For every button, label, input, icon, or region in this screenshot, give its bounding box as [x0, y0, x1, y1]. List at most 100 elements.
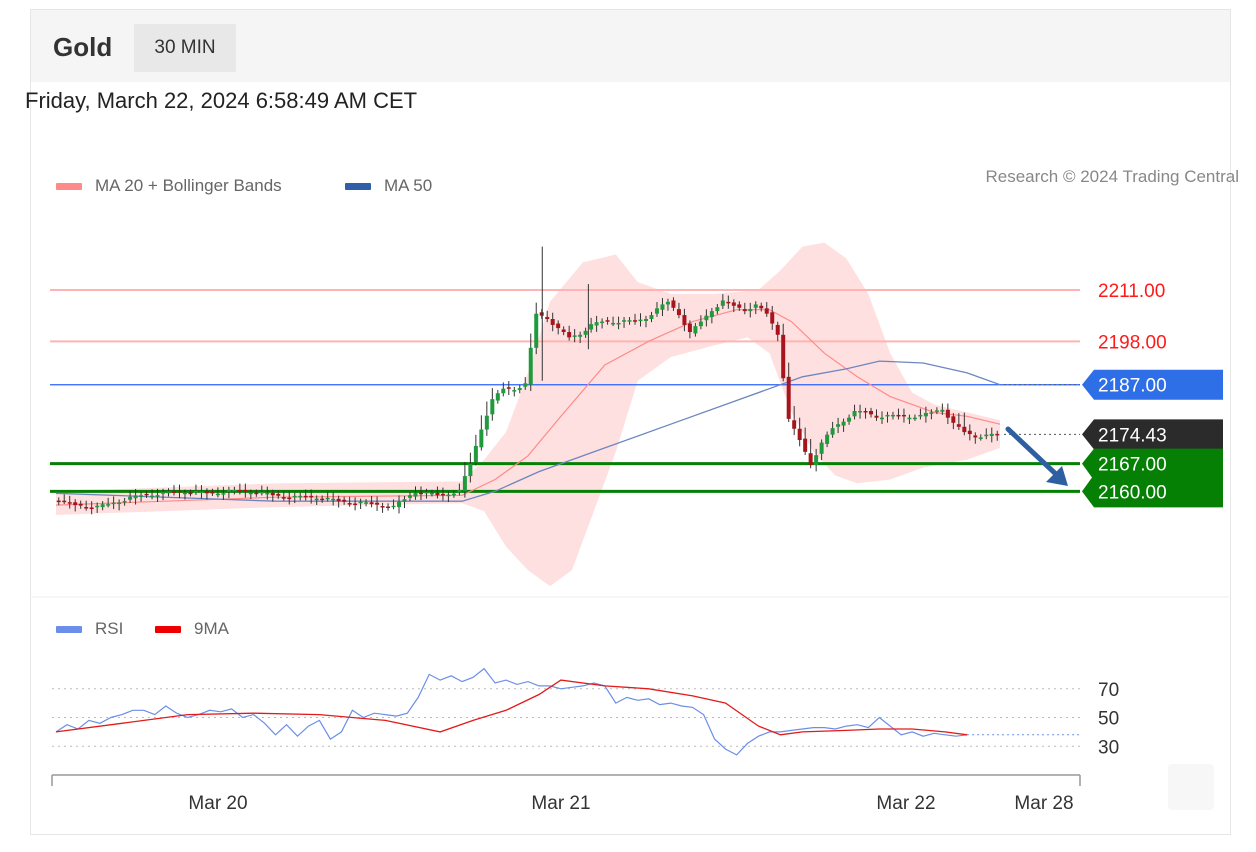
candle — [923, 406, 928, 423]
legend-ma20: MA 20 + Bollinger Bands — [56, 176, 282, 196]
last-price-tag — [1082, 419, 1223, 450]
candle-body — [912, 417, 917, 420]
candle — [545, 310, 550, 323]
candle — [605, 317, 610, 325]
candle-body — [182, 492, 187, 495]
candle — [281, 490, 286, 501]
candle — [737, 301, 742, 311]
candle-body — [940, 409, 945, 412]
candle — [956, 413, 961, 430]
candle-body — [638, 319, 643, 322]
candle — [989, 427, 994, 443]
candle-body — [226, 489, 231, 492]
rsi-line — [55, 667, 968, 756]
candle — [451, 490, 456, 498]
candle-body — [951, 416, 956, 423]
candle — [172, 485, 176, 496]
candle — [567, 325, 572, 341]
candle — [457, 483, 462, 496]
candle — [331, 492, 336, 506]
scroll-to-top-button[interactable] — [1168, 764, 1214, 810]
candle — [139, 492, 144, 502]
candle-body — [133, 495, 138, 499]
candle-body — [95, 505, 100, 508]
candle-body — [418, 492, 423, 495]
candle — [858, 404, 863, 419]
candle — [731, 299, 736, 313]
candle — [572, 329, 577, 343]
candle-body — [890, 414, 895, 417]
candle-body — [517, 388, 522, 391]
candle — [166, 488, 171, 497]
candle-body — [616, 322, 621, 325]
candle — [836, 417, 841, 434]
candle-body — [825, 434, 830, 444]
candle — [429, 489, 434, 497]
candle-body — [693, 326, 698, 334]
candle-body — [578, 334, 583, 337]
candle-body — [528, 347, 533, 385]
candle — [386, 503, 391, 511]
candle-body — [512, 390, 517, 392]
candle-body — [380, 506, 385, 508]
candle — [254, 489, 259, 497]
candle — [550, 312, 555, 332]
candle-body — [682, 315, 687, 325]
candle-body — [660, 304, 665, 310]
candle-body — [386, 506, 391, 509]
candle — [841, 418, 846, 432]
candle — [912, 414, 917, 421]
candle-body — [644, 319, 648, 321]
candle — [446, 491, 451, 502]
candle — [594, 315, 599, 332]
candle-body — [397, 501, 402, 508]
candle — [720, 294, 725, 309]
candle-body — [534, 313, 539, 348]
candle — [633, 313, 638, 325]
candle — [364, 499, 369, 507]
9ma-swatch — [155, 625, 181, 633]
candle-body — [139, 495, 144, 497]
candle-body — [128, 496, 133, 500]
last-price-tag-label: 2174.43 — [1098, 425, 1167, 446]
candle — [753, 301, 758, 315]
candle — [188, 489, 193, 497]
candle-body — [742, 309, 747, 312]
candle-body — [468, 463, 473, 477]
candle — [792, 406, 797, 436]
candle — [259, 485, 264, 496]
candle-body — [490, 399, 495, 415]
candle — [100, 501, 105, 511]
candle — [918, 408, 923, 420]
candle-body — [523, 383, 528, 387]
candle-body — [451, 493, 456, 496]
candle-body — [704, 315, 709, 321]
candle-body — [753, 304, 758, 308]
candle — [468, 452, 473, 483]
candle-body — [73, 502, 78, 506]
candle-body — [336, 498, 341, 502]
candle-body — [117, 502, 122, 505]
candle-body — [847, 417, 852, 422]
candle — [803, 427, 808, 455]
candle-body — [161, 491, 166, 494]
candle — [89, 501, 94, 515]
timeframe-selector[interactable]: 30 MIN — [134, 24, 236, 72]
candle — [215, 487, 220, 498]
candle-body — [89, 507, 94, 509]
candle — [298, 492, 303, 501]
candle — [95, 502, 100, 513]
candle — [501, 382, 506, 397]
candle — [67, 495, 72, 509]
candle — [863, 407, 868, 419]
candle — [945, 403, 950, 425]
candle — [830, 421, 835, 438]
candle-body — [726, 301, 731, 304]
candle-body — [989, 433, 994, 437]
candle — [199, 485, 204, 499]
candle — [984, 428, 989, 440]
candle-body — [67, 502, 72, 504]
candle-body — [649, 315, 654, 320]
candle — [693, 322, 698, 337]
